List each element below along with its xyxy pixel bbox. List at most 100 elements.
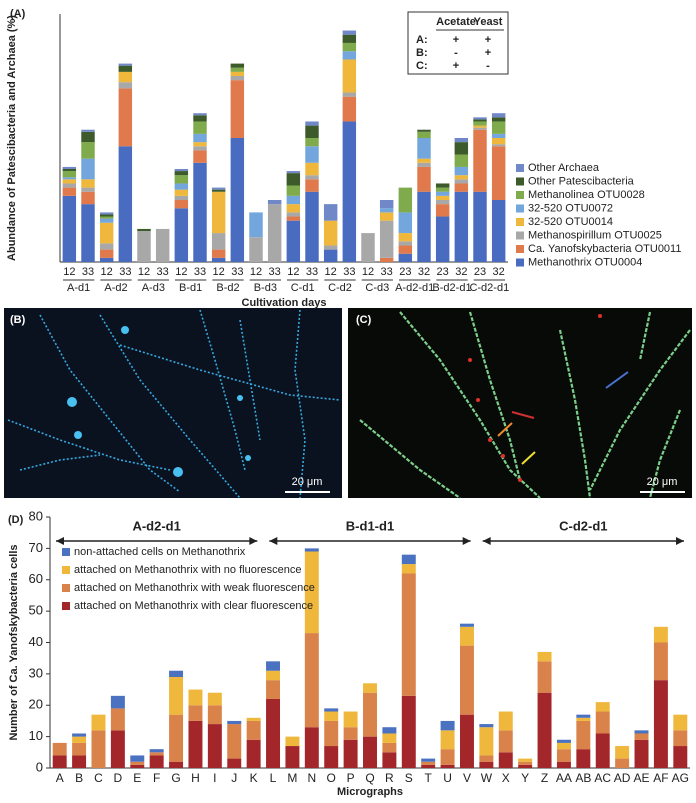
bar-segment [491,138,506,145]
legend-label: Other Archaea [528,162,600,174]
x-tick-label: G [171,771,180,785]
x-tick-label: 33 [231,266,243,278]
table-cell: + [485,47,491,59]
bar-segment [653,642,668,681]
bar-segment [324,746,339,768]
x-tick-label: 33 [306,266,318,278]
bar-segment [285,746,300,768]
bar-segment [615,746,630,759]
x-tick-label: 33 [343,266,355,278]
x-tick-label: Z [541,771,548,785]
x-tick-label: J [231,771,237,785]
bar-segment [266,661,281,671]
y-axis-label: Abundance of Patescibacteria and Archaea… [6,15,18,261]
bar-segment [99,257,114,262]
bar-segment [266,680,281,699]
filaments [7,309,341,499]
bar-segment [401,554,416,565]
bar-segment [286,220,301,262]
bar-segment [417,166,431,192]
micrograph-c: (C) 20 μm [348,308,692,499]
bar-segment [72,736,87,743]
bar-segment [118,146,133,262]
bar-segment [91,714,106,731]
bar-segment [479,727,494,756]
x-tick-label: D [114,771,123,785]
bar-segment [440,730,455,750]
bar-segment [323,204,338,221]
arrow [511,411,535,419]
panel-label: (C) [356,314,372,326]
y-tick-label: 60 [29,571,43,586]
bar-segment [459,626,474,646]
bar-segment [305,179,319,192]
bar-segment [479,761,494,768]
bar-segment [417,191,431,262]
group-label: B-d2-d1 [432,282,471,294]
bar-segment [518,758,533,762]
bar-segment [379,200,394,209]
bar-segment [398,212,413,234]
y-tick-label: 20 [29,697,43,712]
bar-segment [323,220,338,246]
bar-segment [595,733,610,768]
x-tick-label: 12 [362,266,374,278]
bar-segment [130,755,145,762]
bar-segment [398,245,413,254]
bar-segment [379,220,394,258]
group-label: A-d2 [104,282,127,294]
bar-segment [417,162,431,167]
x-tick-label: L [270,771,277,785]
bar-segment [193,113,207,116]
bar-segment [227,758,242,768]
bar-segment [435,187,450,192]
bar-segment [673,746,688,768]
bar-segment [266,698,281,768]
bar-segment [62,166,77,169]
x-tick-label: C [94,771,103,785]
bar-segment [473,125,487,128]
x-tick-label: 23 [474,266,486,278]
bar-segment [246,739,261,768]
x-tick-label: X [502,771,510,785]
bar-segment [305,125,319,138]
bar-segment [266,670,281,681]
bar-segment [230,67,245,72]
bar-segment [459,623,474,627]
arrow [521,451,536,465]
bar-segment [207,705,222,725]
y-tick-label: 70 [29,540,43,555]
bar-segment [193,142,207,147]
bar-segment [379,212,394,221]
legend-swatch [516,231,524,240]
bar-segment [304,551,319,634]
bar-segment [518,761,533,765]
legend-label: 32-520 OTU0072 [528,202,613,214]
group-label: C-d2 [328,282,352,294]
image-background [348,308,692,498]
bar-segment [99,214,114,217]
x-tick-label: 32 [418,266,430,278]
bar-segment [342,30,357,35]
bar-segment [188,720,203,768]
bar-segment [193,146,207,151]
bar-segment [595,711,610,734]
bar-segment [81,158,95,180]
bar-segment [401,564,416,574]
x-tick-label: V [463,771,471,785]
bar-segment [454,166,469,176]
bar-segment [169,670,184,678]
bar-segment [576,749,591,768]
bar-segment [537,661,552,693]
x-tick-label: B [75,771,83,785]
bar-segment [62,179,77,184]
bar-segment [537,692,552,768]
bar-segment [305,162,319,176]
bar-segment [417,158,431,163]
bar-segment [342,42,357,52]
scale-bar-label: 20 μm [292,476,323,488]
x-tick-label: 33 [157,266,169,278]
bar-segment [193,162,207,262]
bar-segment [81,131,95,143]
x-tick-label: R [385,771,394,785]
